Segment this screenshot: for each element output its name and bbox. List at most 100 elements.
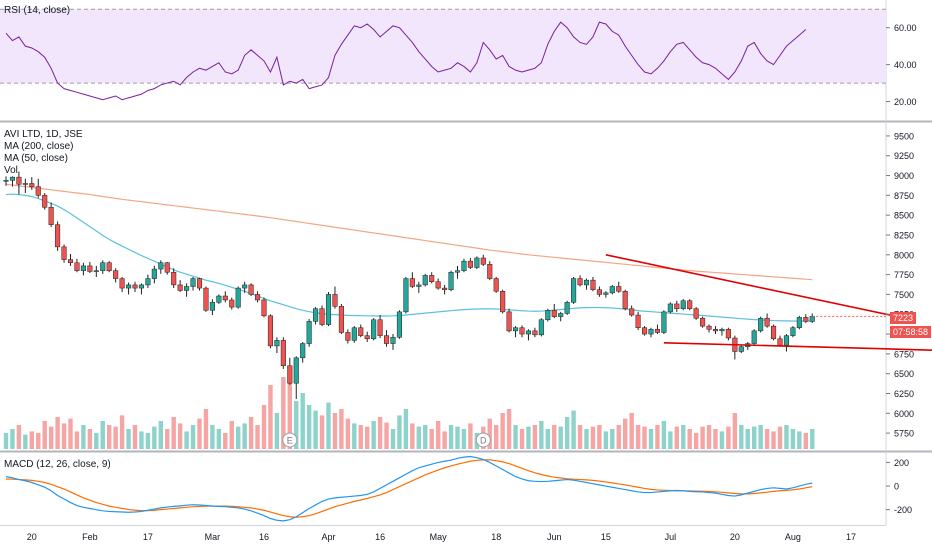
candle-body[interactable] xyxy=(332,294,338,307)
price-axis[interactable]: 60.00 40.00 20.00 9500 9250 9000 8750 8500 8250 8… xyxy=(27,23,917,542)
candle-body[interactable] xyxy=(29,183,35,187)
candle-body[interactable] xyxy=(790,327,796,336)
candle-body[interactable] xyxy=(287,365,293,384)
candle-body[interactable] xyxy=(448,271,454,290)
candle-body[interactable] xyxy=(177,284,183,291)
candle-body[interactable] xyxy=(609,286,615,294)
macd-label[interactable]: MACD (12, 26, close, 9) xyxy=(4,459,111,470)
candle-body[interactable] xyxy=(280,340,286,367)
rsi-line[interactable] xyxy=(5,21,807,101)
candle-body[interactable] xyxy=(235,287,241,308)
candle-body[interactable] xyxy=(751,330,757,344)
candle-body[interactable] xyxy=(222,295,228,301)
candle-body[interactable] xyxy=(771,325,777,340)
candle-body[interactable] xyxy=(145,278,151,286)
candle-body[interactable] xyxy=(390,336,396,344)
candle-body[interactable] xyxy=(351,327,357,341)
trendlines[interactable] xyxy=(605,254,932,355)
candle-body[interactable] xyxy=(48,207,54,225)
time-axis-label[interactable]: Apr xyxy=(321,532,335,542)
candle-body[interactable] xyxy=(564,302,570,314)
candlestick-series[interactable] xyxy=(3,171,815,400)
candle-body[interactable] xyxy=(87,265,93,272)
candle-body[interactable] xyxy=(338,306,344,333)
time-axis-label[interactable]: 16 xyxy=(375,532,385,542)
time-axis-label[interactable]: 20 xyxy=(27,532,37,542)
ma50-label[interactable]: MA (50, close) xyxy=(4,153,68,164)
candle-body[interactable] xyxy=(16,176,22,185)
candle-body[interactable] xyxy=(93,270,99,272)
candle-body[interactable] xyxy=(416,284,422,287)
candle-body[interactable] xyxy=(293,357,299,384)
candle-body[interactable] xyxy=(783,335,790,346)
time-axis-label[interactable]: 18 xyxy=(491,532,501,542)
rsi-pane[interactable] xyxy=(0,8,886,101)
time-axis-label[interactable]: Aug xyxy=(785,532,801,542)
candle-body[interactable] xyxy=(190,278,196,287)
candle-body[interactable] xyxy=(519,327,525,335)
candle-body[interactable] xyxy=(345,332,351,341)
candle-body[interactable] xyxy=(409,278,415,287)
candle-body[interactable] xyxy=(67,259,74,263)
candle-body[interactable] xyxy=(487,264,493,279)
candle-body[interactable] xyxy=(164,262,170,273)
candle-body[interactable] xyxy=(603,292,609,295)
candle-body[interactable] xyxy=(429,275,435,282)
candle-body[interactable] xyxy=(396,311,402,338)
candle-body[interactable] xyxy=(583,279,590,286)
candle-body[interactable] xyxy=(506,311,512,332)
candle-body[interactable] xyxy=(777,338,783,346)
time-axis-label[interactable]: Feb xyxy=(82,532,98,542)
time-axis-label[interactable]: May xyxy=(430,532,448,542)
candle-body[interactable] xyxy=(474,257,480,268)
macd-line[interactable] xyxy=(5,455,813,522)
candle-body[interactable] xyxy=(229,299,235,308)
candle-body[interactable] xyxy=(80,265,86,271)
macd-pane[interactable] xyxy=(5,455,813,522)
candle-body[interactable] xyxy=(126,284,132,289)
candle-body[interactable] xyxy=(454,270,461,273)
candle-body[interactable] xyxy=(209,302,215,311)
time-axis-label[interactable]: 16 xyxy=(259,532,269,542)
candle-body[interactable] xyxy=(422,275,428,286)
candle-body[interactable] xyxy=(577,278,583,286)
candle-body[interactable] xyxy=(538,319,544,336)
candle-body[interactable] xyxy=(196,278,203,289)
candle-body[interactable] xyxy=(261,299,267,317)
candle-body[interactable] xyxy=(642,327,648,335)
candle-body[interactable] xyxy=(803,317,809,322)
candle-body[interactable] xyxy=(629,308,635,316)
candle-body[interactable] xyxy=(248,284,254,295)
candle-body[interactable] xyxy=(758,317,764,332)
candle-body[interactable] xyxy=(461,260,467,271)
candle-body[interactable] xyxy=(500,291,506,313)
time-axis-label[interactable]: 20 xyxy=(730,532,740,542)
candle-body[interactable] xyxy=(693,308,699,319)
event-marker-E[interactable] xyxy=(282,432,298,448)
candle-body[interactable] xyxy=(358,327,364,336)
symbol-title[interactable]: AVI LTD, 1D, JSE xyxy=(4,129,83,140)
candle-body[interactable] xyxy=(558,313,564,317)
candle-body[interactable] xyxy=(377,319,383,336)
candle-body[interactable] xyxy=(661,311,667,333)
candle-body[interactable] xyxy=(551,310,557,317)
candle-body[interactable] xyxy=(61,246,67,260)
candle-body[interactable] xyxy=(313,308,319,322)
candle-body[interactable] xyxy=(532,330,538,336)
candle-body[interactable] xyxy=(364,335,370,340)
candle-body[interactable] xyxy=(203,287,209,311)
candle-body[interactable] xyxy=(242,284,248,289)
candle-body[interactable] xyxy=(306,321,312,344)
candle-body[interactable] xyxy=(9,176,15,181)
candle-body[interactable] xyxy=(319,308,325,325)
candle-body[interactable] xyxy=(525,330,532,335)
trendline-upper[interactable] xyxy=(605,254,897,318)
candle-body[interactable] xyxy=(796,317,802,328)
candle-body[interactable] xyxy=(171,271,177,286)
candle-body[interactable] xyxy=(384,335,390,344)
candle-body[interactable] xyxy=(442,287,448,290)
candle-body[interactable] xyxy=(42,195,48,208)
candle-body[interactable] xyxy=(184,286,190,291)
candle-body[interactable] xyxy=(480,257,486,265)
candle-body[interactable] xyxy=(667,303,673,313)
